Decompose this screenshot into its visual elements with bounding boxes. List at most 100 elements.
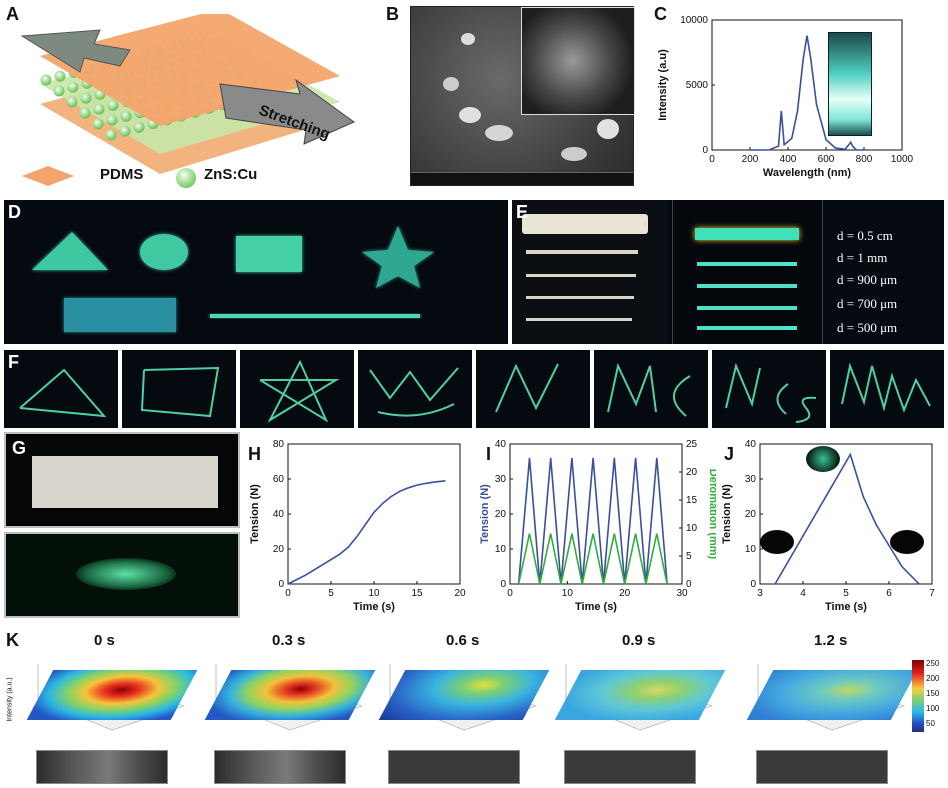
zns-particle: [66, 96, 78, 108]
legend-pdms: PDMS: [100, 166, 144, 183]
x-axis-label: Wavelength (nm): [763, 167, 852, 179]
x-tick-label: 5: [843, 588, 849, 599]
x-tick-label: 20: [619, 588, 631, 599]
sem-image: [410, 6, 635, 186]
x-axis-label: Time (s): [353, 601, 395, 613]
j-inset-peak: [806, 446, 840, 472]
x-tick-label: 15: [411, 588, 423, 599]
colorbar-tick: 200: [926, 674, 940, 683]
y-axis-label: Tension (N): [480, 484, 491, 544]
k-frame: 0.6 s: [366, 632, 550, 788]
pdms-strip: [32, 456, 218, 508]
y-axis-label: Tension (N): [249, 484, 261, 544]
x-tick-label: 30: [676, 588, 688, 599]
y-tick-label: 5000: [686, 80, 709, 91]
panel-c-letter: C: [654, 4, 667, 24]
colorbar-tick: 250: [926, 659, 940, 668]
legend-zns: ZnS:Cu: [204, 166, 258, 183]
panel-b-letter: B: [386, 4, 399, 24]
panel-i-letter: I: [486, 444, 492, 464]
wide-rectangle-shape: [64, 298, 176, 332]
zns-legend-icon: [176, 168, 196, 188]
panel-a-schematic: Stretching: [20, 14, 355, 174]
colorbar-tick: 50: [926, 719, 935, 728]
chart-h: 0 5 10 15 20 0 20 40 60 80 Time (s) Tension (N): [249, 439, 466, 613]
panel-f-letter: F: [8, 352, 19, 372]
y-right-tick-label: 0: [686, 579, 692, 590]
glow-spot: [76, 558, 176, 590]
fibers-daylight: [512, 200, 668, 344]
j-inset-final: [890, 530, 924, 554]
k-frame: 0 s: [14, 632, 198, 788]
y-tick-label: 80: [273, 439, 285, 450]
glow-tube: [695, 228, 799, 240]
fiber-500um: [526, 318, 632, 321]
colorbar-tick: 150: [926, 689, 940, 698]
glow-fiber: [697, 284, 797, 288]
colorbar: [912, 660, 924, 732]
y-tick-label: 0: [702, 145, 708, 156]
writing-frame-mc: [594, 350, 708, 428]
sem-particle: [597, 119, 619, 139]
panel-h-letter: H: [248, 444, 261, 464]
k-surface: [746, 670, 918, 720]
y-axis-label: Intensity (a.u): [657, 49, 669, 121]
zns-particle: [93, 103, 105, 115]
y-tick-label: 40: [745, 439, 757, 450]
writing-frame-triangle: [4, 350, 118, 428]
panel-e-photo: d = 0.5 cm d = 1 mm d = 900 μm d = 700 μ…: [512, 200, 944, 344]
glow-fiber: [697, 326, 797, 330]
k-time-label: 1.2 s: [814, 632, 848, 649]
k-photo-strip: [388, 750, 520, 784]
panel-g-photo-daylight: G: [4, 432, 240, 528]
panel-d-photo: D: [4, 200, 508, 344]
fiber-700um: [526, 296, 634, 299]
y-tick-label: 40: [495, 439, 507, 450]
j-inset-initial: [760, 530, 794, 554]
writing-frame-w: [358, 350, 472, 428]
x-tick-label: 4: [800, 588, 806, 599]
triangle-shape: [32, 232, 108, 270]
chart-j: 3 4 5 6 7 0 10 20 30 40 Time (s) Tension (N): [721, 439, 935, 613]
sem-info-bar: [411, 172, 633, 185]
series-line: [287, 480, 446, 585]
k-zlabel: Intensity (a.u.): [6, 677, 14, 722]
x-tick-label: 0: [507, 588, 513, 599]
pdms-legend-icon: [22, 166, 74, 186]
panel-a-letter: A: [6, 4, 19, 24]
x-axis-label: Time (s): [825, 601, 867, 613]
panel-g-photo-dark: [4, 532, 240, 618]
y-tick-label: 20: [495, 509, 507, 520]
k-photo-strip: [214, 750, 346, 784]
sem-particle: [443, 77, 459, 91]
k-time-label: 0.3 s: [272, 632, 306, 649]
zns-particle: [107, 99, 119, 111]
colorbar-ticks: 250 200 150 100 50: [926, 656, 948, 736]
diameter-label: d = 700 μm: [837, 296, 898, 311]
glow-fiber: [697, 306, 797, 310]
zns-particle: [80, 92, 92, 104]
sem-particle: [459, 107, 481, 123]
x-tick-label: 20: [454, 588, 466, 599]
star-shape: [362, 226, 434, 288]
rectangle-shape: [236, 236, 302, 272]
panel-g-letter: G: [12, 438, 27, 458]
y-tick-label: 20: [745, 509, 757, 520]
diameter-label: d = 0.5 cm: [837, 228, 893, 243]
k-frame: 1.2 s: [734, 632, 918, 788]
series-line: [517, 533, 668, 585]
k-photo-strip: [36, 750, 168, 784]
k-surface: [204, 670, 376, 720]
pdms-top-layer: [40, 14, 340, 126]
series-line: [517, 457, 668, 585]
x-tick-label: 10: [562, 588, 574, 599]
diameter-labels: d = 0.5 cm d = 1 mm d = 900 μm d = 700 μ…: [822, 200, 945, 344]
zns-particle: [106, 114, 118, 126]
y-right-tick-label: 25: [686, 439, 698, 450]
k-photo-strip: [756, 750, 888, 784]
k-photo-strip: [564, 750, 696, 784]
writing-frame-nmr: [830, 350, 944, 428]
y-tick-label: 0: [500, 579, 506, 590]
writing-frame-star: [240, 350, 354, 428]
